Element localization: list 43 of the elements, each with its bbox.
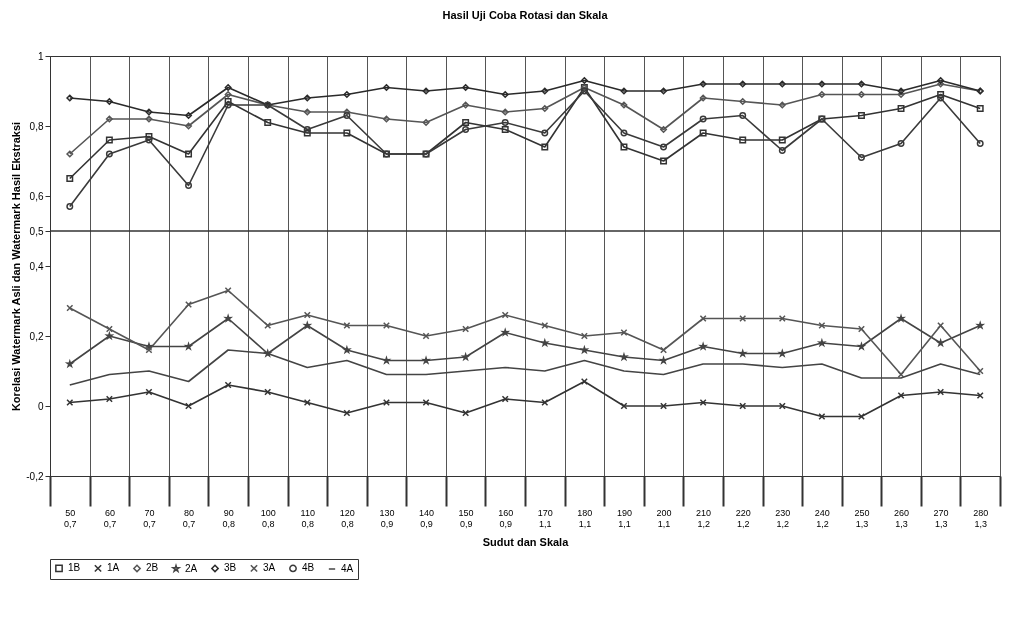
x-tick-label: 110 0,8 [300,507,315,529]
x-tick-label: 180 1,1 [577,507,593,529]
x-tick-label: 100 0,8 [260,507,276,529]
y-tick-label: 0,8 [29,120,44,132]
y-axis-title: Korelasi Watermark Asli dan Watermark Hasil Ekstraksi [10,121,23,412]
y-tick-label: 0,6 [29,190,44,202]
x-axis-title: Sudut dan Skala [482,535,570,548]
x-tick-label: 280 1,3 [973,507,989,529]
legend-label: 1A [107,562,120,574]
x-tick-label: 250 1,3 [854,507,870,529]
x-tick-label: 210 1,2 [696,507,712,529]
x-tick-label: 170 1,1 [537,507,553,529]
x-tick-label: 230 1,2 [775,507,791,529]
y-tick-label: 0,4 [29,260,44,272]
y-tick-label: -0,2 [26,470,44,482]
x-tick-label: 160 0,9 [498,507,514,529]
x-tick-label: 50 0,7 [64,507,77,529]
legend-label: 4A [341,563,354,574]
x-tick-label: 260 1,3 [894,507,910,529]
legend-label: 1B [68,562,81,574]
legend-label: 2A [185,562,198,574]
y-tick-label: 0,5 [29,225,44,237]
legend-label: 4B [302,562,315,574]
x-tick-label: 130 0,9 [379,507,395,529]
legend-label: 2B [146,562,159,574]
x-tick-label: 60 0,7 [103,507,117,529]
x-tick-label: 70 0,7 [143,507,156,529]
x-tick-label: 270 1,3 [933,507,949,529]
chart-title: Hasil Uji Coba Rotasi dan Skala [442,9,609,21]
y-tick-label: 0 [37,400,44,412]
x-tick-label: 190 1,1 [616,507,632,529]
y-tick-label: 0,2 [29,330,44,342]
x-tick-label: 140 0,9 [419,507,435,529]
x-tick-label: 150 0,9 [458,507,474,529]
legend-label: 3B [224,562,237,574]
x-tick-label: 240 1,2 [814,507,830,529]
x-tick-label: 90 0,8 [222,507,235,529]
x-tick-label: 200 1,1 [656,507,672,529]
y-tick-label: 1 [37,50,44,62]
legend-label: 3A [263,562,276,574]
x-tick-label: 220 1,2 [735,507,751,529]
x-tick-label: 80 0,7 [182,507,196,529]
x-tick-label: 120 0,8 [339,507,355,529]
